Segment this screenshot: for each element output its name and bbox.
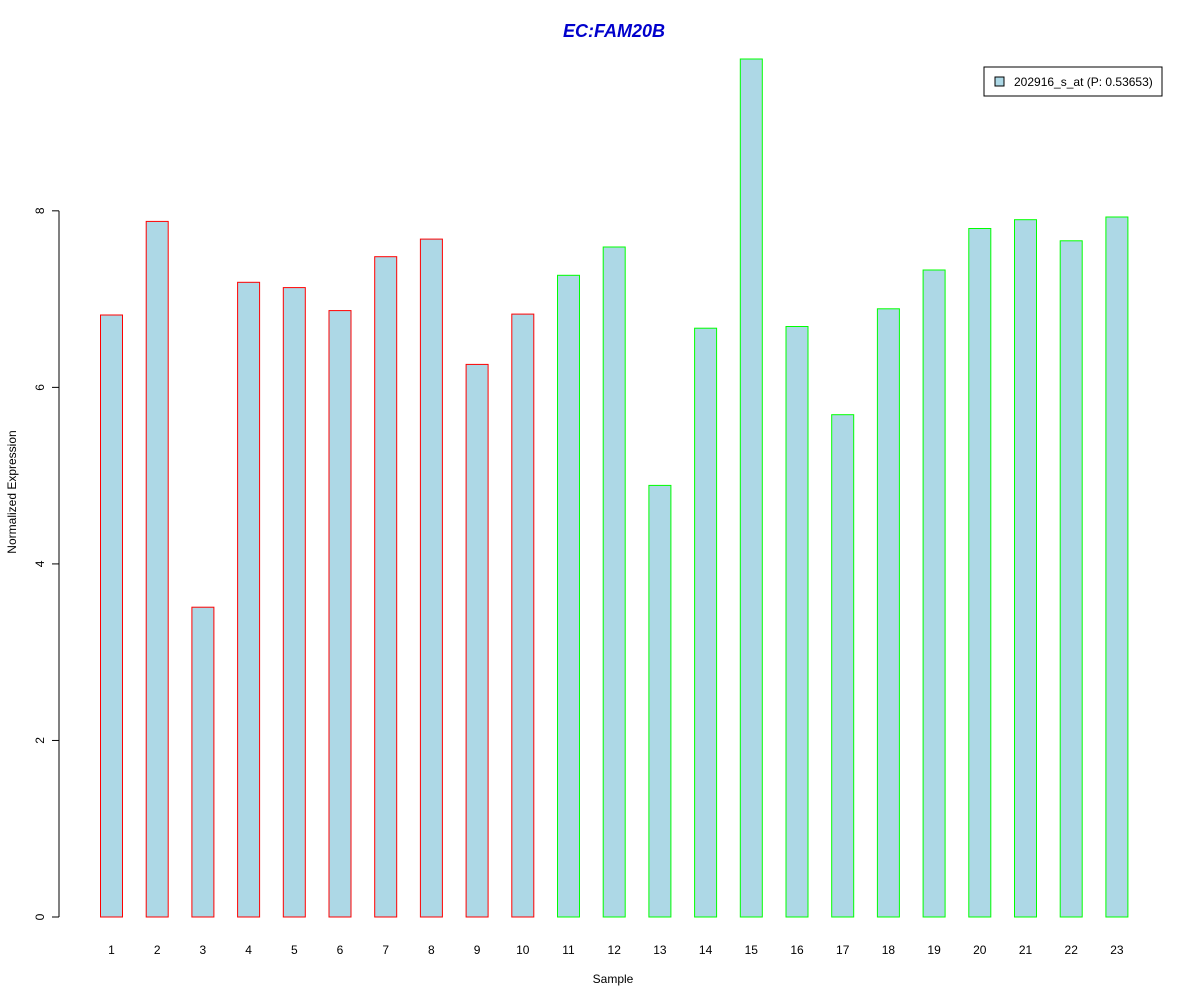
- bar-sample-21: [1014, 219, 1037, 918]
- bar-sample-20: [968, 228, 992, 918]
- bar-sample-7: [374, 256, 398, 918]
- legend-swatch: [994, 76, 1005, 87]
- x-tick-label: 11: [562, 943, 575, 957]
- bar-sample-5: [282, 287, 306, 918]
- y-tick-label: 8: [33, 207, 47, 214]
- bar-sample-6: [328, 310, 352, 918]
- x-tick-label: 1: [108, 943, 115, 957]
- x-tick-label: 21: [1019, 943, 1033, 957]
- bar-sample-13: [648, 484, 672, 918]
- x-tick-label: 8: [428, 943, 435, 957]
- legend: 202916_s_at (P: 0.53653): [983, 66, 1163, 97]
- x-tick-labels: 1 2 3 4 5 6 7 8 9 10 11 12 13 14 15 16 17 18 19 20 21 22 23: [108, 943, 1124, 957]
- legend-label: 202916_s_at (P: 0.53653): [1014, 75, 1153, 89]
- x-tick-label: 22: [1065, 943, 1079, 957]
- x-tick-label: 9: [474, 943, 481, 957]
- chart-title: EC:FAM20B: [563, 21, 665, 41]
- bar-sample-15: [739, 58, 763, 918]
- y-axis-title: Normalized Expression: [5, 430, 19, 553]
- bar-sample-12: [602, 246, 626, 918]
- bar-sample-22: [1059, 240, 1083, 918]
- bar-sample-2: [145, 220, 169, 918]
- x-tick-label: 18: [882, 943, 896, 957]
- bar-sample-18: [876, 308, 900, 918]
- x-tick-label: 15: [745, 943, 759, 957]
- x-tick-label: 12: [608, 943, 622, 957]
- bar-sample-11: [557, 274, 580, 918]
- y-tick-label: 2: [33, 737, 47, 744]
- x-tick-label: 14: [699, 943, 713, 957]
- legend-box: [983, 66, 1163, 97]
- x-tick-label: 13: [653, 943, 667, 957]
- x-tick-label: 5: [291, 943, 298, 957]
- x-tick-label: 6: [337, 943, 344, 957]
- bar-sample-17: [831, 414, 855, 918]
- bar-sample-3: [191, 606, 215, 918]
- y-axis: 0 2 4 6 8: [33, 207, 60, 920]
- x-tick-label: 16: [790, 943, 804, 957]
- bar-sample-4: [237, 281, 261, 918]
- x-tick-label: 19: [927, 943, 941, 957]
- x-tick-label: 23: [1110, 943, 1124, 957]
- bars: [100, 58, 1129, 918]
- x-tick-label: 7: [382, 943, 389, 957]
- bar-sample-19: [922, 269, 946, 918]
- bar-sample-10: [511, 313, 535, 918]
- bar-sample-1: [100, 314, 123, 918]
- x-axis-title: Sample: [593, 972, 634, 986]
- x-tick-label: 10: [516, 943, 530, 957]
- x-tick-label: 17: [836, 943, 850, 957]
- bar-sample-14: [694, 327, 718, 918]
- bar-sample-16: [785, 326, 809, 918]
- x-tick-label: 20: [973, 943, 987, 957]
- y-tick-label: 4: [33, 560, 47, 567]
- bar-sample-8: [419, 238, 443, 918]
- y-tick-label: 0: [33, 913, 47, 920]
- x-tick-label: 2: [154, 943, 161, 957]
- y-tick-label: 6: [33, 384, 47, 391]
- x-tick-label: 4: [245, 943, 252, 957]
- x-tick-label: 3: [200, 943, 207, 957]
- bar-sample-9: [465, 363, 489, 918]
- bar-sample-23: [1105, 216, 1129, 918]
